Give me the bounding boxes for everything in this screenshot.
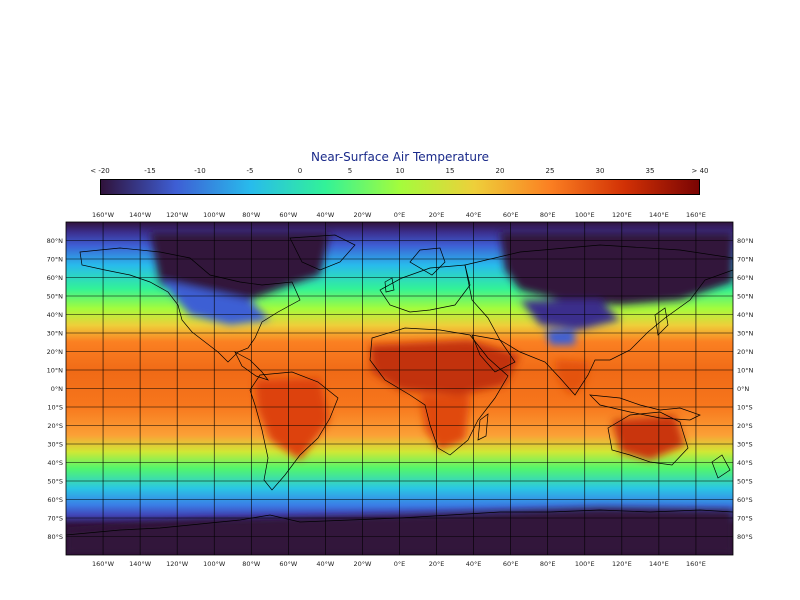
longitude-label: 140°W: [129, 560, 152, 568]
longitude-label: 140°E: [649, 211, 669, 219]
longitude-label: 40°E: [466, 211, 482, 219]
longitude-label: 60°E: [503, 560, 519, 568]
longitude-label: 60°W: [279, 211, 298, 219]
latitude-label: 20°N: [737, 348, 754, 356]
longitude-label: 120°W: [166, 560, 189, 568]
longitude-label: 100°W: [203, 560, 226, 568]
latitude-label: 30°N: [737, 330, 754, 338]
latitude-label: 0°N: [51, 385, 63, 393]
colorbar-label: -10: [194, 167, 206, 175]
latitude-label: 60°S: [47, 496, 63, 504]
colorbar-label: 0: [297, 167, 303, 175]
graticule: [66, 222, 733, 555]
coastlines: [66, 234, 733, 536]
longitude-label: 0°E: [394, 211, 406, 219]
colorbar-label: 15: [445, 167, 455, 175]
longitude-label: 160°W: [92, 560, 115, 568]
colorbar-label: -5: [246, 167, 254, 175]
latitude-label: 60°S: [737, 496, 753, 504]
latitude-label: 20°S: [47, 422, 63, 430]
colorbar-label: 20: [495, 167, 505, 175]
latitude-label: 40°N: [737, 311, 754, 319]
longitude-label: 100°W: [203, 211, 226, 219]
colorbar-label: 25: [545, 167, 555, 175]
latitude-label: 40°S: [47, 459, 63, 467]
latitude-label: 10°N: [737, 367, 754, 375]
latitude-label: 10°N: [47, 367, 64, 375]
colorbar-labels: < -20 -15 -10 -5 0 5 10 15 20 25 30 35 >…: [0, 167, 800, 179]
longitude-label: 100°E: [575, 211, 595, 219]
longitude-label: 100°E: [575, 560, 595, 568]
latitude-label: 30°N: [47, 330, 64, 338]
latitude-label: 70°N: [737, 256, 754, 264]
longitude-label: 160°E: [686, 560, 706, 568]
latitude-label: 0°N: [737, 385, 749, 393]
latitude-label: 40°N: [47, 311, 64, 319]
latitude-label: 10°S: [737, 404, 753, 412]
latitude-label: 50°N: [737, 293, 754, 301]
latitude-label: 10°S: [47, 404, 63, 412]
latitude-label: 70°S: [737, 515, 753, 523]
longitude-label: 20°W: [353, 211, 372, 219]
longitude-label: 160°W: [92, 211, 115, 219]
longitude-label: 80°W: [242, 211, 261, 219]
latitude-label: 70°S: [47, 515, 63, 523]
latitude-label: 50°S: [47, 478, 63, 486]
colorbar-label: 5: [347, 167, 353, 175]
map-frame: [65, 221, 734, 556]
latitude-label: 80°S: [47, 533, 63, 541]
colorbar-label: 35: [645, 167, 655, 175]
latitude-label: 40°S: [737, 459, 753, 467]
longitude-label: 40°W: [316, 211, 335, 219]
latitude-label: 80°N: [47, 237, 64, 245]
longitude-label: 80°E: [540, 560, 556, 568]
longitude-label: 120°E: [612, 560, 632, 568]
colorbar-label: 10: [395, 167, 405, 175]
colorbar-label: < -20: [90, 167, 110, 175]
latitude-label: 50°S: [737, 478, 753, 486]
longitude-label: 40°W: [316, 560, 335, 568]
longitude-label: 60°E: [503, 211, 519, 219]
longitude-label: 120°E: [612, 211, 632, 219]
latitude-label: 50°N: [47, 293, 64, 301]
longitude-label: 0°E: [394, 560, 406, 568]
latitude-label: 60°N: [737, 274, 754, 282]
latitude-label: 60°N: [47, 274, 64, 282]
longitude-label: 140°E: [649, 560, 669, 568]
longitude-label: 60°W: [279, 560, 298, 568]
axis-tick-labels: 160°W 160°W 140°W 140°W 120°W 120°W 100°W 100°W…: [47, 211, 754, 568]
colorbar: [100, 179, 700, 195]
longitude-label: 20°E: [429, 560, 445, 568]
latitude-label: 30°S: [737, 441, 753, 449]
colorbar-label: -15: [144, 167, 156, 175]
longitude-label: 140°W: [129, 211, 152, 219]
latitude-label: 80°N: [737, 237, 754, 245]
longitude-label: 20°E: [429, 211, 445, 219]
latitude-label: 70°N: [47, 256, 64, 264]
longitude-label: 20°W: [353, 560, 372, 568]
longitude-label: 40°E: [466, 560, 482, 568]
longitude-label: 80°E: [540, 211, 556, 219]
longitude-label: 80°W: [242, 560, 261, 568]
latitude-label: 20°N: [47, 348, 64, 356]
latitude-label: 30°S: [47, 441, 63, 449]
latitude-label: 80°S: [737, 533, 753, 541]
latitude-label: 20°S: [737, 422, 753, 430]
longitude-label: 160°E: [686, 211, 706, 219]
colorbar-label: 30: [595, 167, 605, 175]
colorbar-label: > 40: [691, 167, 709, 175]
map-title: Near-Surface Air Temperature: [310, 150, 490, 164]
longitude-label: 120°W: [166, 211, 189, 219]
